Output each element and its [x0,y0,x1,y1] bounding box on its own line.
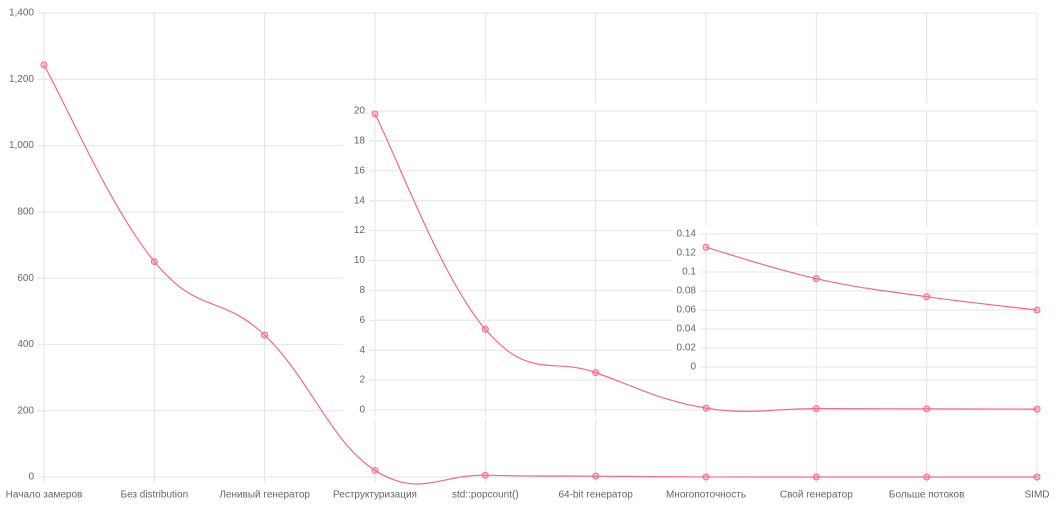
y-tick-label: 1,400 [9,8,34,19]
x-tick-label: SIMD [1025,490,1050,501]
x-tick-label: 64-bit генератор [558,490,633,501]
y-tick-label: 6 [359,315,365,326]
y-tick-label: 0 [690,362,696,373]
point [592,472,600,480]
y-tick-label: 0.1 [682,267,696,278]
y-tick-label: 2 [359,375,365,386]
point [702,473,710,481]
point [1033,405,1041,413]
point [481,325,489,333]
y-tick-label: 600 [17,273,34,284]
point [812,405,820,413]
x-tick-label: Многопоточность [666,490,746,501]
y-tick-label: 14 [354,195,366,206]
y-tick-label: 0.02 [677,343,697,354]
y-tick-label: 12 [354,225,366,236]
x-tick-label: Свой генератор [780,490,853,501]
y-tick-label: 0 [359,405,365,416]
point [923,293,931,301]
point [702,404,710,412]
y-tick-label: 1,200 [9,74,34,85]
y-tick-label: 0.12 [677,248,697,259]
line [43,64,1038,485]
inset-background [672,226,1042,373]
y-tick-label: 20 [354,106,366,117]
x-tick-label: Реструктуризация [333,490,417,501]
x-tick-label: Начало замеров [6,490,83,501]
y-tick-label: 0.08 [677,286,697,297]
y-tick-label: 0.04 [677,324,697,335]
point [812,473,820,481]
x-tick-label: Ленивый генератор [219,490,310,501]
point [812,275,820,283]
y-tick-label: 18 [354,136,366,147]
y-tick-label: 0.06 [677,305,697,316]
point [702,243,710,251]
point [40,61,48,69]
y-tick-label: 10 [354,255,366,266]
point [923,405,931,413]
x-tick-label: Больше потоков [889,490,964,501]
y-tick-label: 0 [28,472,34,483]
point [481,471,489,479]
y-tick-label: 400 [17,339,34,350]
point [150,258,158,266]
y-tick-label: 4 [359,345,365,356]
point [923,473,931,481]
point [1033,306,1041,314]
point [261,331,269,339]
y-tick-label: 800 [17,206,34,217]
y-tick-label: 200 [17,405,34,416]
point [371,110,379,118]
point [592,369,600,377]
y-tick-label: 8 [359,285,365,296]
line [374,113,1038,413]
y-tick-label: 1,000 [9,140,34,151]
y-tick-label: 0.14 [677,229,697,240]
line [705,246,1038,311]
x-tick-label: Без distribution [121,490,189,501]
point [1033,473,1041,481]
point [371,466,379,474]
y-tick-label: 16 [354,165,366,176]
x-tick-label: std::popcount() [452,490,519,501]
